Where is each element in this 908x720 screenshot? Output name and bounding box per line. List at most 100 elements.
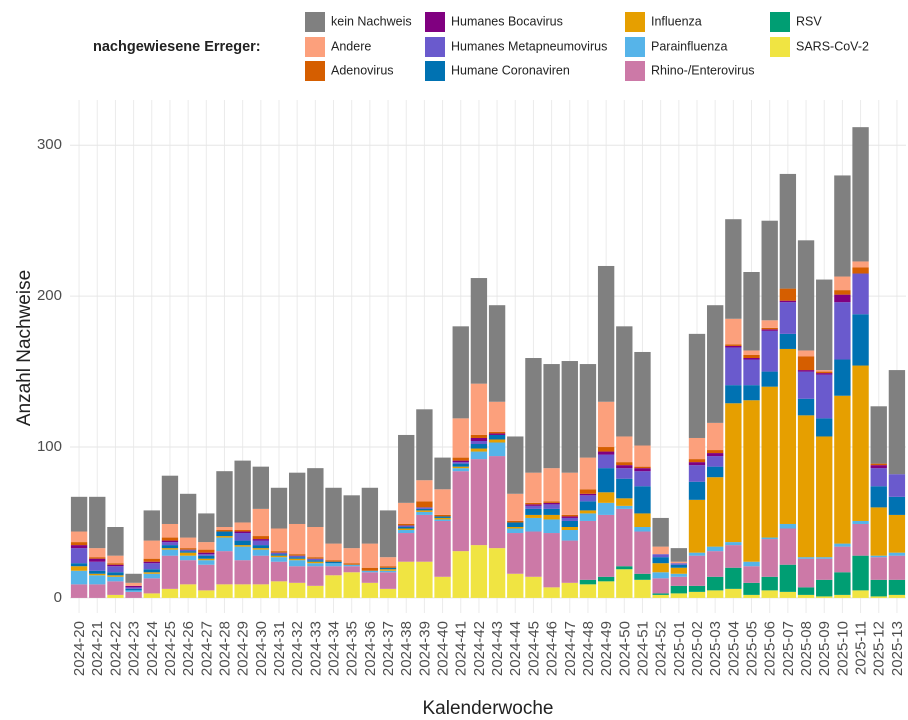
bar-segment	[706, 453, 724, 457]
bar-segment	[852, 261, 869, 268]
x-tick-label: 2024-28	[216, 621, 233, 676]
bar-segment	[525, 502, 542, 505]
bar-segment	[107, 566, 124, 573]
bar-segment	[761, 539, 778, 577]
legend-key	[625, 12, 645, 32]
bar-segment	[870, 579, 887, 597]
bar-segment	[870, 557, 887, 580]
bar-segment	[179, 551, 197, 553]
bar-segment	[507, 436, 524, 494]
bar-segment	[288, 557, 306, 559]
legend-key	[305, 12, 325, 32]
bar-segment	[343, 566, 360, 573]
bar-segment	[379, 567, 397, 570]
bar-segment	[398, 523, 415, 526]
bar-segment	[198, 590, 215, 598]
bar-segment	[379, 570, 397, 573]
bar-segment	[89, 570, 106, 574]
x-tick-label: 2024-34	[325, 621, 342, 676]
bar-segment	[870, 463, 887, 466]
bar-segment	[252, 555, 270, 585]
bar-segment	[634, 471, 651, 487]
bar-segment	[161, 545, 179, 549]
y-tick-label: 100	[37, 438, 62, 455]
x-tick-label: 2024-35	[344, 621, 361, 676]
bar-segment	[634, 573, 651, 580]
bar-segment	[743, 354, 760, 359]
bar-segment	[652, 594, 669, 598]
bar-segment	[888, 496, 906, 515]
bar-segment	[688, 481, 706, 500]
bar-segment	[779, 300, 797, 303]
bar-segment	[416, 480, 433, 502]
bar-segment	[70, 496, 88, 532]
bar-segment	[270, 528, 288, 552]
bar-segment	[870, 468, 887, 487]
bar-segment	[252, 540, 270, 546]
bar-segment	[834, 175, 851, 277]
bar-segment	[216, 531, 233, 537]
bar-segment	[198, 549, 215, 553]
bar-segment	[852, 555, 869, 591]
x-tick-label: 2024-27	[198, 621, 215, 676]
bar-segment	[361, 543, 379, 568]
x-tick-label: 2024-24	[144, 621, 161, 676]
bar-segment	[706, 590, 724, 598]
x-tick-label: 2024-40	[435, 621, 452, 676]
bar-segment	[816, 374, 833, 419]
bar-segment	[743, 385, 760, 401]
legend-label: Humane Coronaviren	[451, 63, 570, 77]
legend-key	[425, 37, 445, 57]
bar-segment	[670, 567, 688, 574]
bar-segment	[543, 508, 560, 515]
bar-segment	[797, 558, 815, 588]
legend-label: Influenza	[651, 14, 702, 28]
bar-segment	[452, 326, 469, 419]
bar-segment	[143, 561, 160, 564]
legend-label: RSV	[796, 14, 822, 28]
bar-segment	[706, 305, 724, 423]
bar-segment	[89, 558, 106, 562]
bar-segment	[434, 489, 451, 515]
bar-segment	[143, 510, 160, 541]
bar-segment	[288, 560, 306, 567]
legend-label: Humanes Metapneumovirus	[451, 39, 607, 53]
bar-segment	[70, 570, 88, 585]
bar-segment	[834, 572, 851, 595]
x-tick-label: 2025-04	[725, 621, 742, 676]
bar-segment	[670, 585, 688, 594]
x-tick-label: 2024-33	[307, 621, 324, 676]
y-axis-title: Anzahl Nachweise	[14, 270, 35, 426]
bar-segment	[743, 358, 760, 360]
bar-segment	[597, 454, 615, 469]
bar-segment	[652, 517, 669, 547]
bar-segment	[725, 542, 742, 546]
bar-segment	[725, 545, 742, 568]
bar-segment	[161, 475, 179, 524]
bar-segment	[234, 522, 251, 531]
bar-segment	[198, 558, 215, 561]
bar-segment	[597, 451, 615, 455]
x-tick-label: 2025-07	[780, 621, 797, 676]
bar-segment	[398, 561, 415, 598]
bar-segment	[398, 434, 415, 503]
bar-segment	[888, 579, 906, 595]
bar-segment	[89, 548, 106, 558]
bar-segment	[561, 472, 578, 515]
bar-segment	[670, 564, 688, 568]
bar-segment	[561, 520, 578, 527]
bar-segment	[725, 567, 742, 589]
bar-segment	[634, 513, 651, 527]
bar-segment	[507, 522, 524, 527]
bar-segment	[761, 371, 778, 387]
bar-segment	[870, 465, 887, 469]
bar-segment	[561, 530, 578, 541]
bar-segment	[89, 584, 106, 598]
bar-segment	[70, 548, 88, 564]
bar-segment	[652, 554, 669, 558]
bar-segment	[543, 501, 560, 503]
bar-segment	[797, 371, 815, 399]
bar-segment	[470, 459, 488, 546]
bar-segment	[398, 533, 415, 562]
